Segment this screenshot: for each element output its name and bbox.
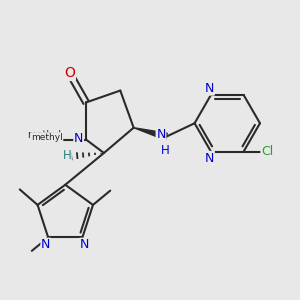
Polygon shape <box>134 128 167 140</box>
Text: methyl: methyl <box>31 133 63 142</box>
Text: H: H <box>160 144 169 158</box>
Text: methyl: methyl <box>27 130 62 140</box>
Text: Cl: Cl <box>261 145 274 158</box>
Text: H: H <box>62 148 71 162</box>
Text: N: N <box>41 238 50 251</box>
Text: N: N <box>205 152 214 165</box>
Text: N: N <box>80 238 89 251</box>
Text: N: N <box>156 128 166 141</box>
Text: N: N <box>205 82 214 95</box>
Text: N: N <box>74 132 83 145</box>
Text: O: O <box>64 66 75 80</box>
